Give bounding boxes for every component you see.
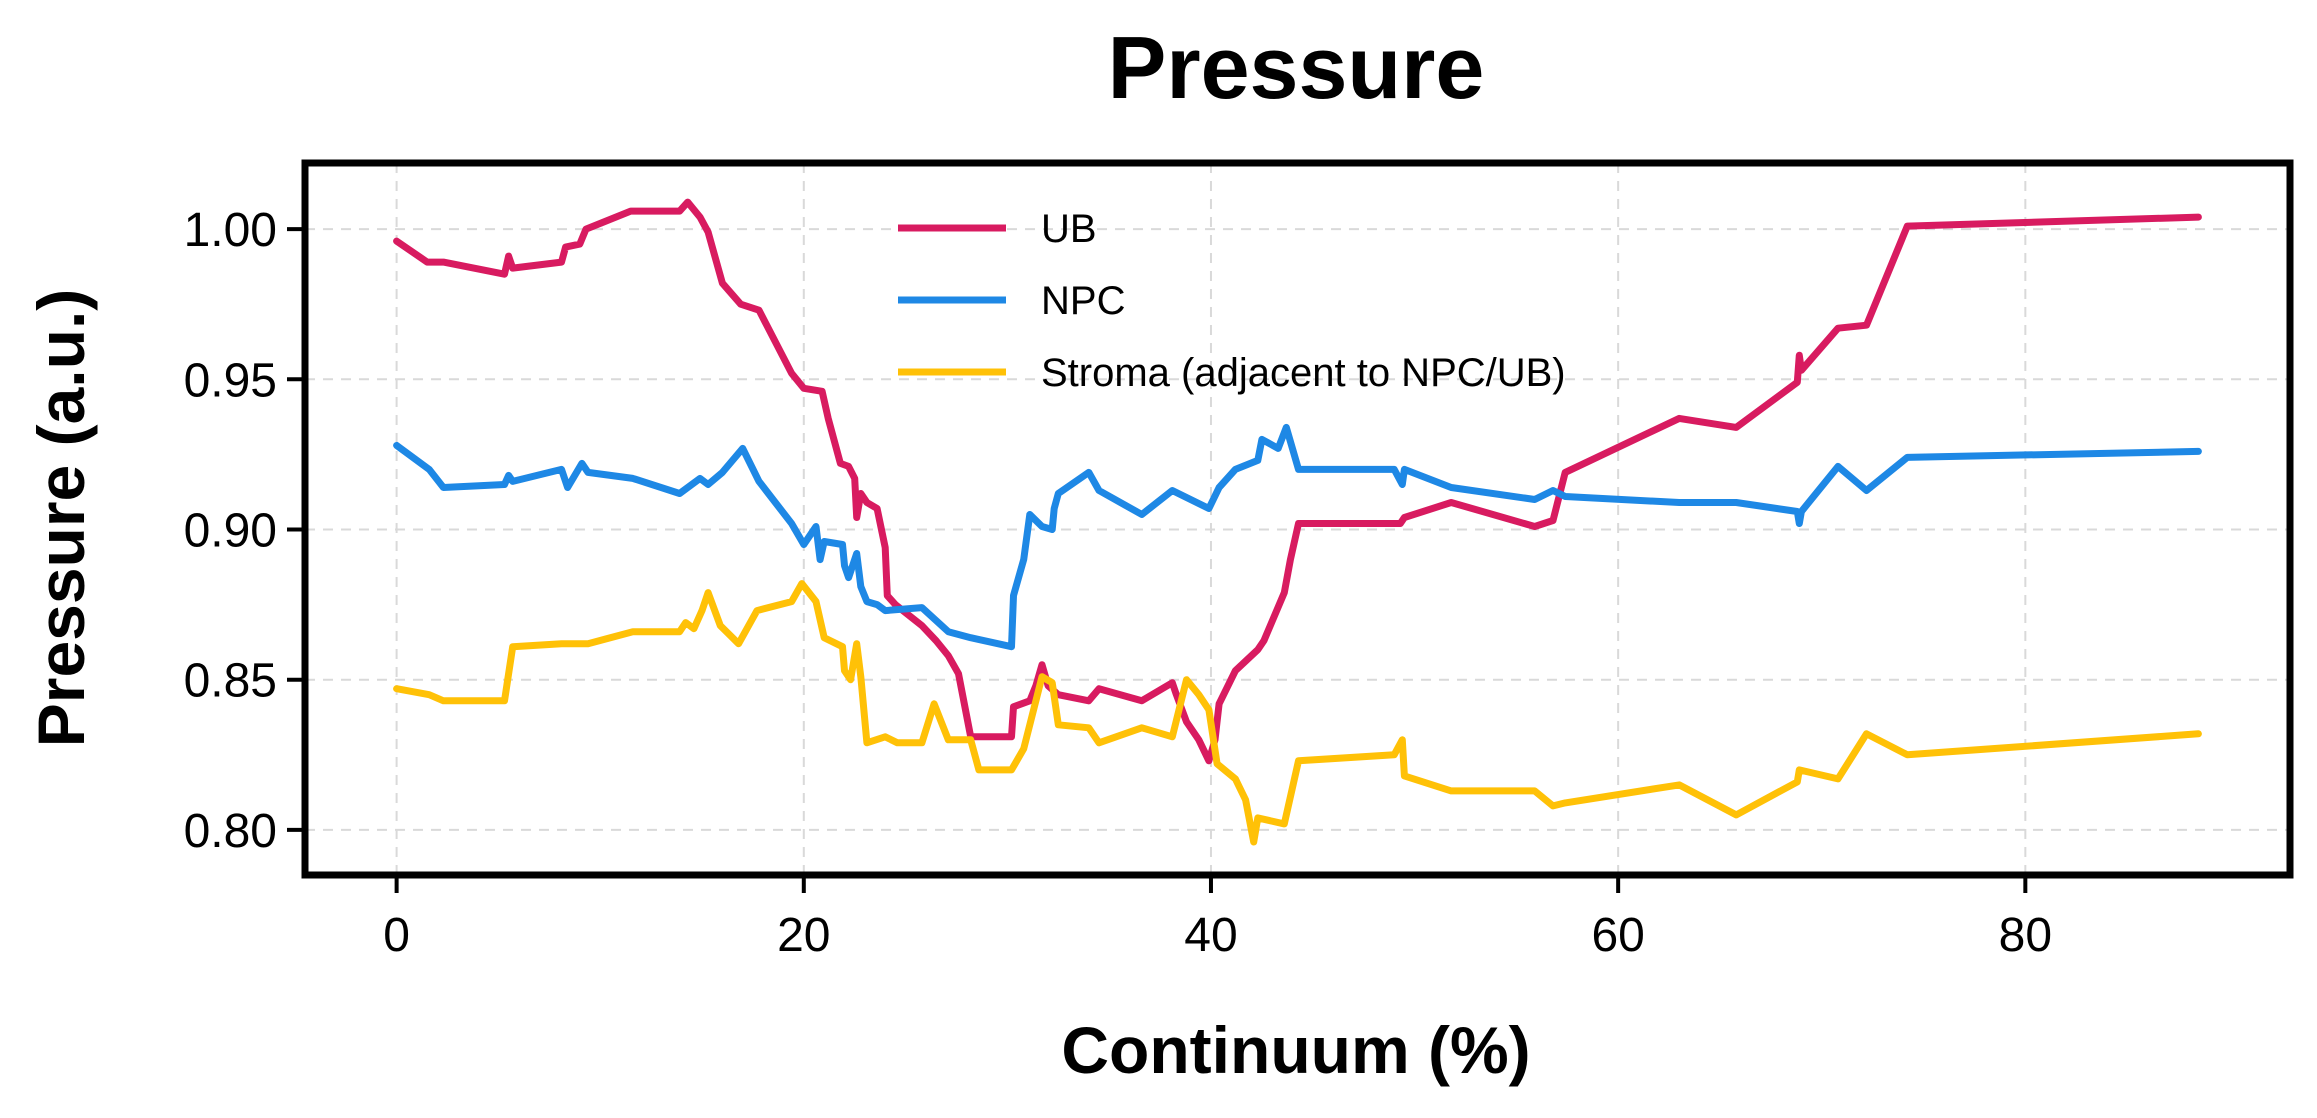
x-tick-label: 20 bbox=[777, 909, 830, 962]
x-axis-label: Continuum (%) bbox=[1061, 1013, 1530, 1087]
x-tick-label: 60 bbox=[1591, 909, 1644, 962]
plot-frame bbox=[301, 159, 2294, 879]
y-tick-label: 1.00 bbox=[184, 204, 277, 257]
series-line-1 bbox=[393, 423, 2202, 651]
series-line-2 bbox=[393, 580, 2202, 846]
series-lines bbox=[393, 198, 2202, 846]
y-axis-label: Pressure (a.u.) bbox=[24, 289, 98, 748]
chart-title: Pressure bbox=[1108, 18, 1485, 117]
x-tick-label: 0 bbox=[383, 909, 410, 962]
y-tick-label: 0.95 bbox=[184, 354, 277, 407]
legend: UB NPC Stroma (adjacent to NPC/UB) bbox=[898, 207, 1566, 395]
legend-label: Stroma (adjacent to NPC/UB) bbox=[1041, 351, 1566, 395]
axis-ticks: 0 20 40 60 80 0.80 0.85 0.90 0.95 1.00 bbox=[184, 204, 2052, 962]
y-tick-label: 0.80 bbox=[184, 805, 277, 858]
series-line-0 bbox=[393, 198, 2202, 765]
y-tick-label: 0.85 bbox=[184, 655, 277, 708]
y-tick-label: 0.90 bbox=[184, 505, 277, 558]
legend-label: UB bbox=[1041, 207, 1097, 251]
x-tick-label: 80 bbox=[1999, 909, 2052, 962]
legend-label: NPC bbox=[1041, 279, 1125, 323]
x-tick-label: 40 bbox=[1184, 909, 1237, 962]
